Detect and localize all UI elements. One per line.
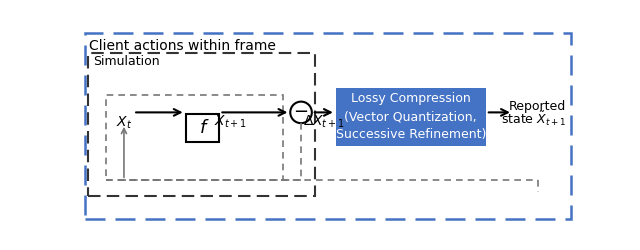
Text: −: −	[294, 102, 308, 120]
Text: Reported: Reported	[509, 100, 566, 113]
Circle shape	[291, 102, 312, 123]
Text: $X_t$: $X_t$	[116, 115, 132, 131]
Text: $X_{t+1}$: $X_{t+1}$	[214, 114, 247, 130]
Bar	[336, 88, 486, 146]
Text: state $\tilde{X}_{t+1}$: state $\tilde{X}_{t+1}$	[501, 109, 566, 128]
Text: $\Delta X_{t+1}$: $\Delta X_{t+1}$	[303, 114, 345, 130]
Text: Simulation: Simulation	[93, 56, 160, 68]
Bar	[88, 53, 315, 196]
Bar	[106, 96, 284, 180]
Text: Client actions within frame: Client actions within frame	[90, 39, 276, 53]
Text: f: f	[199, 119, 205, 137]
Bar	[186, 114, 220, 142]
Text: Lossy Compression
(Vector Quantization,
Successive Refinement): Lossy Compression (Vector Quantization, …	[335, 92, 486, 141]
